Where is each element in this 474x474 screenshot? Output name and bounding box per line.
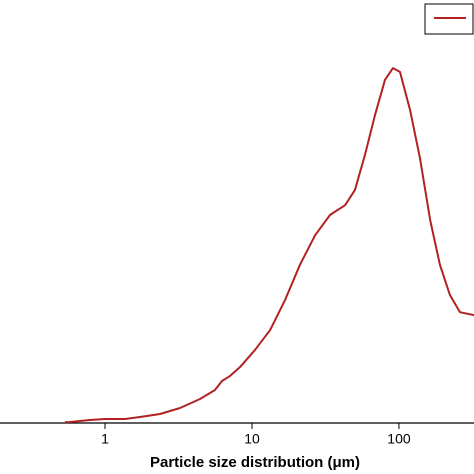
x-tick-label: 1 [101,431,109,447]
x-tick-label: 100 [387,431,411,447]
series-line [64,67,474,424]
x-tick-label: 10 [244,431,260,447]
x-axis-label: Particle size distribution (μm) [150,454,360,471]
